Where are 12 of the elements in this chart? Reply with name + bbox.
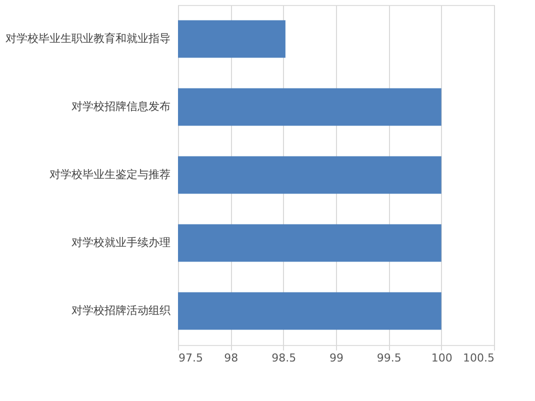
y-tick-label: 对学校毕业生鉴定与推荐	[50, 168, 170, 181]
x-tick-label: 99	[330, 352, 344, 364]
y-tick-label: 对学校招牌信息发布	[72, 100, 170, 113]
x-tick-label: 98	[224, 352, 238, 364]
x-tick-label: 97.5	[178, 352, 203, 364]
y-tick-label: 对学校毕业生职业教育和就业指导	[6, 32, 170, 45]
y-tick-label: 对学校就业手续办理	[72, 236, 170, 249]
x-tick-label: 99.5	[376, 352, 402, 364]
x-tick-label: 100	[431, 352, 452, 364]
y-tick-label: 对学校招牌活动组织	[72, 304, 170, 317]
x-tick-label: 98.5	[272, 352, 296, 364]
x-tick-label: 100.5	[463, 352, 494, 364]
